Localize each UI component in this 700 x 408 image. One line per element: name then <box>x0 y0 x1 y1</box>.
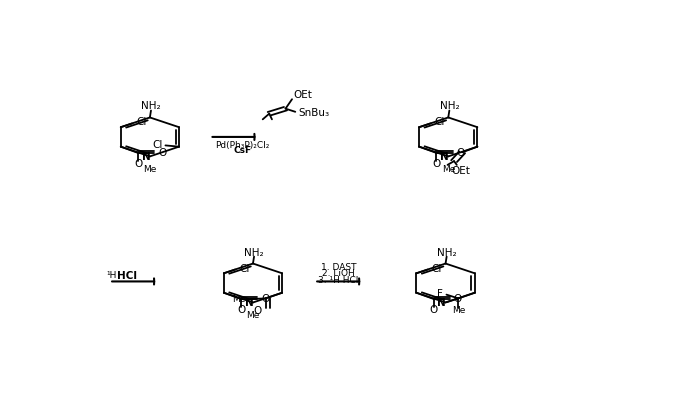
Text: Me: Me <box>232 295 245 304</box>
Text: NH₂: NH₂ <box>440 102 459 111</box>
Text: Cl: Cl <box>432 264 442 273</box>
Text: CsF: CsF <box>233 146 251 155</box>
Text: NH₂: NH₂ <box>141 102 161 111</box>
Text: OEt: OEt <box>293 90 312 100</box>
Text: O: O <box>454 294 462 304</box>
Text: O: O <box>253 306 262 316</box>
Text: 3. ¹H HCl: 3. ¹H HCl <box>318 276 359 285</box>
Text: N: N <box>438 298 446 308</box>
Text: N: N <box>245 298 253 308</box>
Text: Cl: Cl <box>153 140 162 151</box>
Text: O: O <box>456 148 465 157</box>
Text: NH₂: NH₂ <box>437 248 456 257</box>
Text: Me: Me <box>246 311 260 320</box>
Text: O: O <box>430 305 438 315</box>
Text: Me: Me <box>452 306 465 315</box>
Text: Me: Me <box>144 165 157 174</box>
Text: N: N <box>141 152 150 162</box>
Text: N: N <box>440 152 449 162</box>
Text: 1. DAST: 1. DAST <box>321 263 356 272</box>
Text: Cl: Cl <box>136 118 146 127</box>
Text: O: O <box>134 159 142 169</box>
Text: NH₂: NH₂ <box>244 248 264 257</box>
Text: Cl: Cl <box>434 118 444 127</box>
Text: O: O <box>433 159 440 169</box>
Text: HCl: HCl <box>117 271 136 281</box>
Text: ¹H: ¹H <box>106 271 117 280</box>
Text: OEt: OEt <box>452 166 470 175</box>
Text: SnBu₃: SnBu₃ <box>298 109 329 118</box>
Text: F: F <box>438 289 443 299</box>
Text: Cl: Cl <box>239 264 249 273</box>
Text: O: O <box>237 305 245 315</box>
Text: 2. LiOH: 2. LiOH <box>322 269 355 278</box>
Text: Pd(Ph₃P)₂Cl₂: Pd(Ph₃P)₂Cl₂ <box>215 141 270 150</box>
Text: F: F <box>438 298 443 308</box>
Text: O: O <box>158 148 167 157</box>
Text: O: O <box>261 294 270 304</box>
Text: Me: Me <box>442 165 455 174</box>
